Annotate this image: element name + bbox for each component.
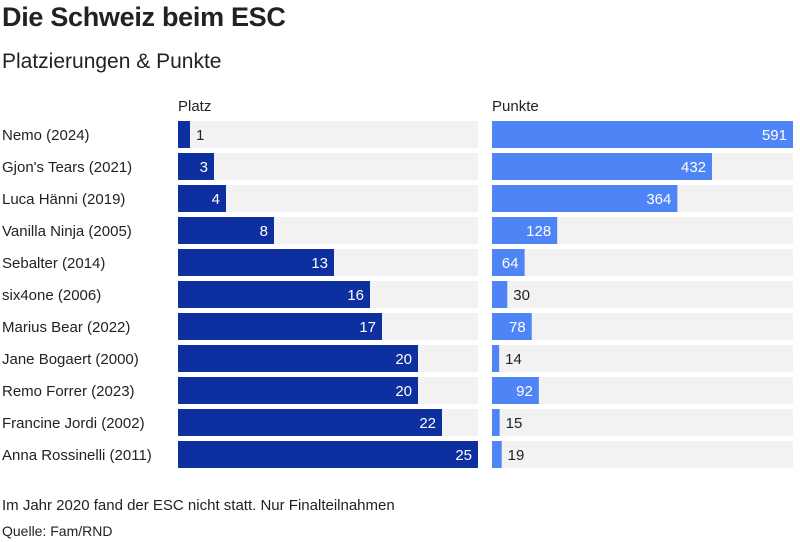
punkte-track-francine-jordi-2002 bbox=[492, 409, 793, 436]
punkte-track-anna-rossinelli-2011 bbox=[492, 441, 793, 468]
category-label: Nemo (2024) bbox=[2, 127, 90, 144]
category-label: Vanilla Ninja (2005) bbox=[2, 223, 132, 240]
platz-value-label: 8 bbox=[260, 223, 268, 240]
punkte-bar-remo-forrer-2023 bbox=[492, 377, 539, 404]
chart-source: Quelle: Fam/RND bbox=[2, 523, 113, 539]
platz-track-nemo-2024 bbox=[178, 121, 478, 148]
platz-bar-vanilla-ninja-2005 bbox=[178, 217, 274, 244]
punkte-bar-anna-rossinelli-2011 bbox=[492, 441, 502, 468]
category-label: Gjon's Tears (2021) bbox=[2, 159, 132, 176]
punkte-track-sebalter-2014 bbox=[492, 249, 793, 276]
platz-value-label: 1 bbox=[196, 127, 204, 144]
punkte-bar-gjon-s-tears-2021 bbox=[492, 153, 713, 180]
punkte-track-six4one-2006 bbox=[492, 281, 793, 308]
punkte-value-label: 19 bbox=[508, 447, 525, 464]
platz-value-label: 16 bbox=[347, 287, 364, 304]
punkte-value-label: 15 bbox=[506, 415, 523, 432]
chart-rows: Nemo (2024) 1 591 Gjon's Tears (2021) 3 432 Lu… bbox=[2, 121, 793, 468]
punkte-value-label: 92 bbox=[516, 383, 533, 400]
punkte-bar-vanilla-ninja-2005 bbox=[492, 217, 558, 244]
category-label: Luca Hänni (2019) bbox=[2, 191, 125, 208]
platz-bar-luca-h-nni-2019 bbox=[178, 185, 226, 212]
category-label: Marius Bear (2022) bbox=[2, 319, 130, 336]
punkte-value-label: 432 bbox=[681, 159, 706, 176]
platz-bar-sebalter-2014 bbox=[178, 249, 334, 276]
chart-subtitle: Platzierungen & Punkte bbox=[2, 50, 222, 73]
category-label: Anna Rossinelli (2011) bbox=[2, 447, 152, 464]
platz-bar-nemo-2024 bbox=[178, 121, 190, 148]
platz-bar-francine-jordi-2002 bbox=[178, 409, 442, 436]
punkte-value-label: 14 bbox=[505, 351, 522, 368]
platz-bar-six4one-2006 bbox=[178, 281, 370, 308]
punkte-value-label: 128 bbox=[526, 223, 551, 240]
punkte-bar-six4one-2006 bbox=[492, 281, 508, 308]
platz-value-label: 20 bbox=[395, 351, 412, 368]
platz-value-label: 3 bbox=[200, 159, 208, 176]
punkte-bar-jane-bogaert-2000 bbox=[492, 345, 500, 372]
punkte-value-label: 30 bbox=[513, 287, 530, 304]
platz-bar-gjon-s-tears-2021 bbox=[178, 153, 214, 180]
platz-value-label: 20 bbox=[395, 383, 412, 400]
punkte-bar-marius-bear-2022 bbox=[492, 313, 532, 340]
platz-value-label: 13 bbox=[311, 255, 328, 272]
platz-bar-anna-rossinelli-2011 bbox=[178, 441, 478, 468]
punkte-track-jane-bogaert-2000 bbox=[492, 345, 793, 372]
chart-note: Im Jahr 2020 fand der ESC nicht statt. N… bbox=[2, 497, 395, 514]
platz-value-label: 22 bbox=[419, 415, 436, 432]
category-label: Jane Bogaert (2000) bbox=[2, 351, 139, 368]
punkte-track-remo-forrer-2023 bbox=[492, 377, 793, 404]
platz-bar-marius-bear-2022 bbox=[178, 313, 382, 340]
platz-bar-jane-bogaert-2000 bbox=[178, 345, 418, 372]
platz-value-label: 4 bbox=[212, 191, 220, 208]
punkte-bar-sebalter-2014 bbox=[492, 249, 525, 276]
category-label: six4one (2006) bbox=[2, 287, 101, 304]
chart-title: Die Schweiz beim ESC bbox=[2, 2, 286, 32]
platz-track-luca-h-nni-2019 bbox=[178, 185, 478, 212]
platz-value-label: 25 bbox=[455, 447, 472, 464]
platz-column-header: Platz bbox=[178, 98, 211, 115]
category-label: Remo Forrer (2023) bbox=[2, 383, 135, 400]
punkte-value-label: 64 bbox=[502, 255, 519, 272]
punkte-value-label: 364 bbox=[646, 191, 671, 208]
platz-bar-remo-forrer-2023 bbox=[178, 377, 418, 404]
punkte-bar-nemo-2024 bbox=[492, 121, 793, 148]
platz-track-gjon-s-tears-2021 bbox=[178, 153, 478, 180]
punkte-column-header: Punkte bbox=[492, 98, 539, 115]
punkte-track-marius-bear-2022 bbox=[492, 313, 793, 340]
platz-value-label: 17 bbox=[359, 319, 376, 336]
punkte-bar-francine-jordi-2002 bbox=[492, 409, 500, 436]
punkte-value-label: 78 bbox=[509, 319, 526, 336]
punkte-bar-luca-h-nni-2019 bbox=[492, 185, 678, 212]
category-label: Sebalter (2014) bbox=[2, 255, 105, 272]
punkte-value-label: 591 bbox=[762, 127, 787, 144]
category-label: Francine Jordi (2002) bbox=[2, 415, 145, 432]
